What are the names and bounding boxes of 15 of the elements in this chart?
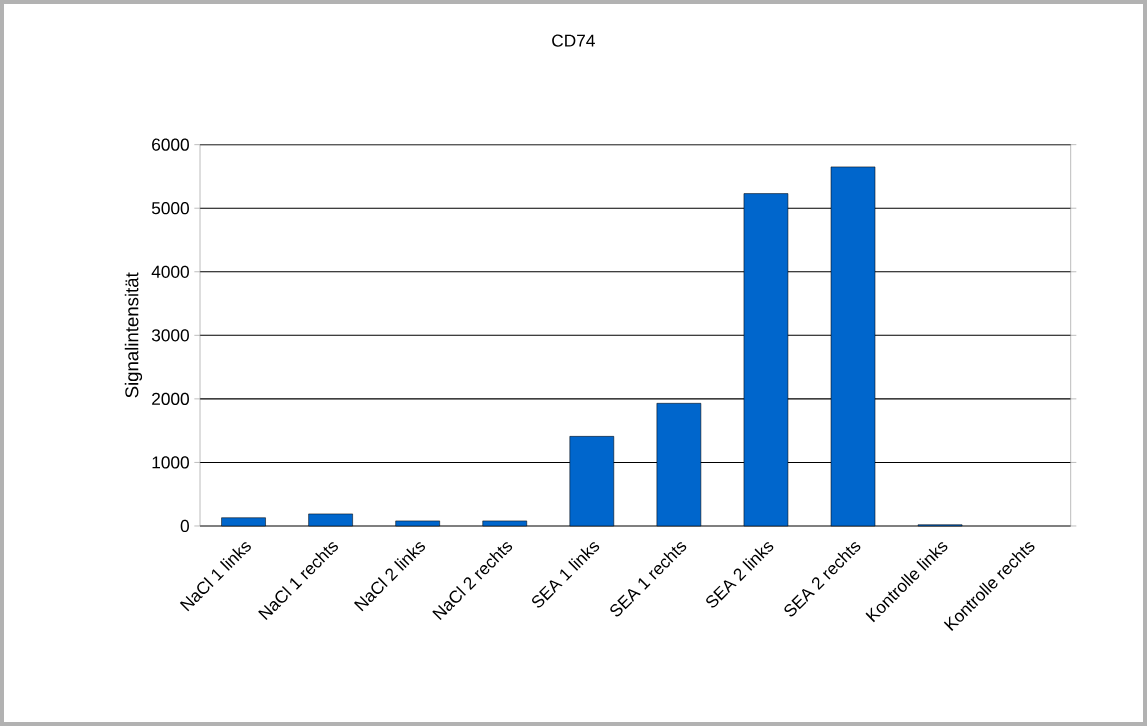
y-tick-label: 1000: [152, 456, 189, 469]
y-tick-label: 6000: [152, 138, 189, 151]
y-tick-label: 2000: [152, 392, 189, 405]
x-tick-label: SEA 1 links: [531, 542, 600, 608]
y-tick-label: 0: [180, 519, 189, 533]
bar: [221, 517, 266, 527]
chart-title: CD74: [552, 34, 595, 47]
bar: [482, 520, 528, 527]
x-tick-label: SEA 2 links: [706, 542, 774, 608]
y-tick-label: 5000: [151, 202, 189, 215]
y-tick-label: 4000: [151, 265, 189, 278]
y-tick-label: 3000: [151, 329, 189, 342]
y-axis-title: Signalintensität: [124, 272, 143, 398]
bar: [308, 513, 353, 527]
bar: [395, 520, 440, 527]
